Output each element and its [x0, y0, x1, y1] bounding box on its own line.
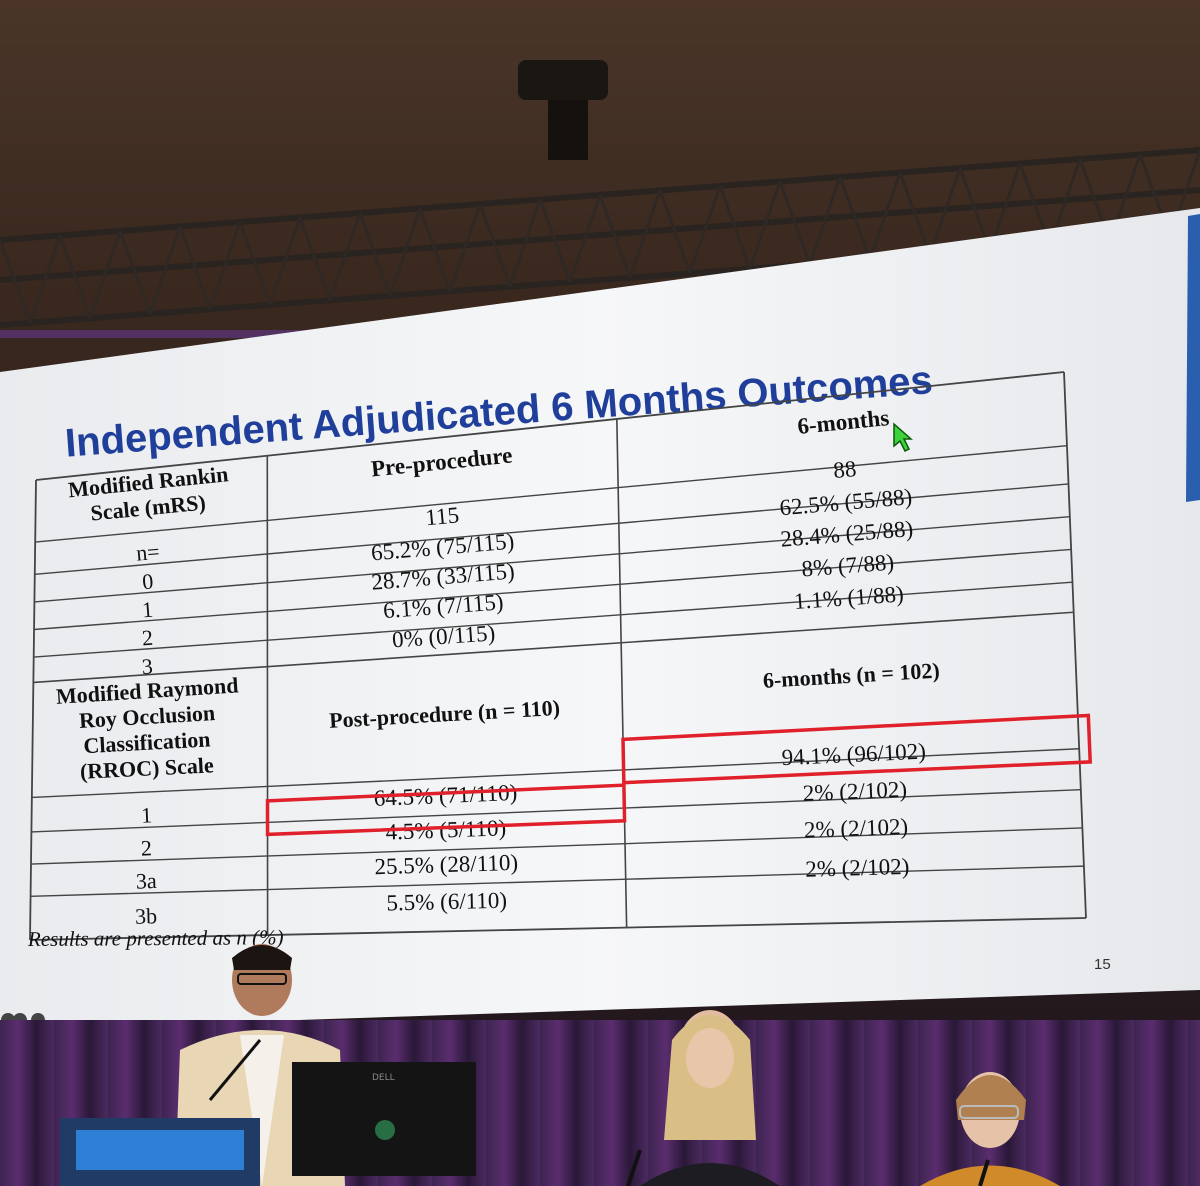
panelist-right — [920, 1072, 1060, 1186]
mrs-row-label: 0 — [141, 568, 154, 594]
rroc-6m-value: 94.1% (96/102) — [781, 739, 926, 771]
rroc-row-label: 1 — [141, 802, 153, 827]
mrs-row-label: 3 — [141, 653, 154, 679]
mrs-6m-value: 28.4% (25/88) — [780, 516, 914, 552]
mouse-cursor-icon — [893, 422, 913, 453]
mrs-row-label: n= — [135, 539, 161, 566]
col-post-procedure: Post-procedure (n = 110) — [328, 695, 560, 733]
rroc-6m-value: 2% (2/102) — [805, 854, 910, 882]
rroc-6m-value: 2% (2/102) — [802, 777, 907, 806]
panelist-left — [640, 1010, 780, 1186]
highlight-6-months — [621, 713, 1093, 785]
monitor: DELL — [292, 1062, 476, 1176]
rroc-6m-value: 2% (2/102) — [804, 814, 909, 843]
mrs-row-label: 2 — [141, 625, 154, 651]
col-6-months-n: 6-months (n = 102) — [762, 658, 940, 693]
rroc-row-label: 3a — [135, 868, 157, 894]
highlight-post-procedure — [265, 783, 627, 837]
monitor-brand: DELL — [372, 1073, 395, 1083]
footnote: Results are presented as n (%) — [27, 925, 284, 951]
col-pre-procedure: Pre-procedure — [370, 443, 514, 482]
rroc-post-value: 5.5% (6/110) — [386, 888, 507, 916]
mrs-6m-value: 88 — [832, 456, 857, 483]
mrs-pre-value: 0% (0/115) — [391, 620, 496, 652]
mrs-pre-value: 115 — [424, 502, 460, 530]
projector-icon — [518, 60, 608, 160]
rroc-row-label: 3b — [135, 903, 158, 929]
mrs-6m-value: 1.1% (1/88) — [793, 581, 904, 614]
rroc-header-line: (RROC) Scale — [79, 752, 214, 784]
rroc-row-label: 2 — [140, 835, 152, 860]
stage-people: DELL — [60, 944, 1060, 1186]
mrs-6m-value: 62.5% (55/88) — [779, 484, 914, 520]
slide-page-number: 15 — [1094, 956, 1111, 973]
rroc-post-value: 25.5% (28/110) — [374, 850, 518, 879]
mrs-6m-value: 8% (7/88) — [801, 550, 895, 582]
mrs-pre-value: 6.1% (7/115) — [382, 589, 504, 623]
mrs-row-label: 1 — [141, 597, 154, 623]
